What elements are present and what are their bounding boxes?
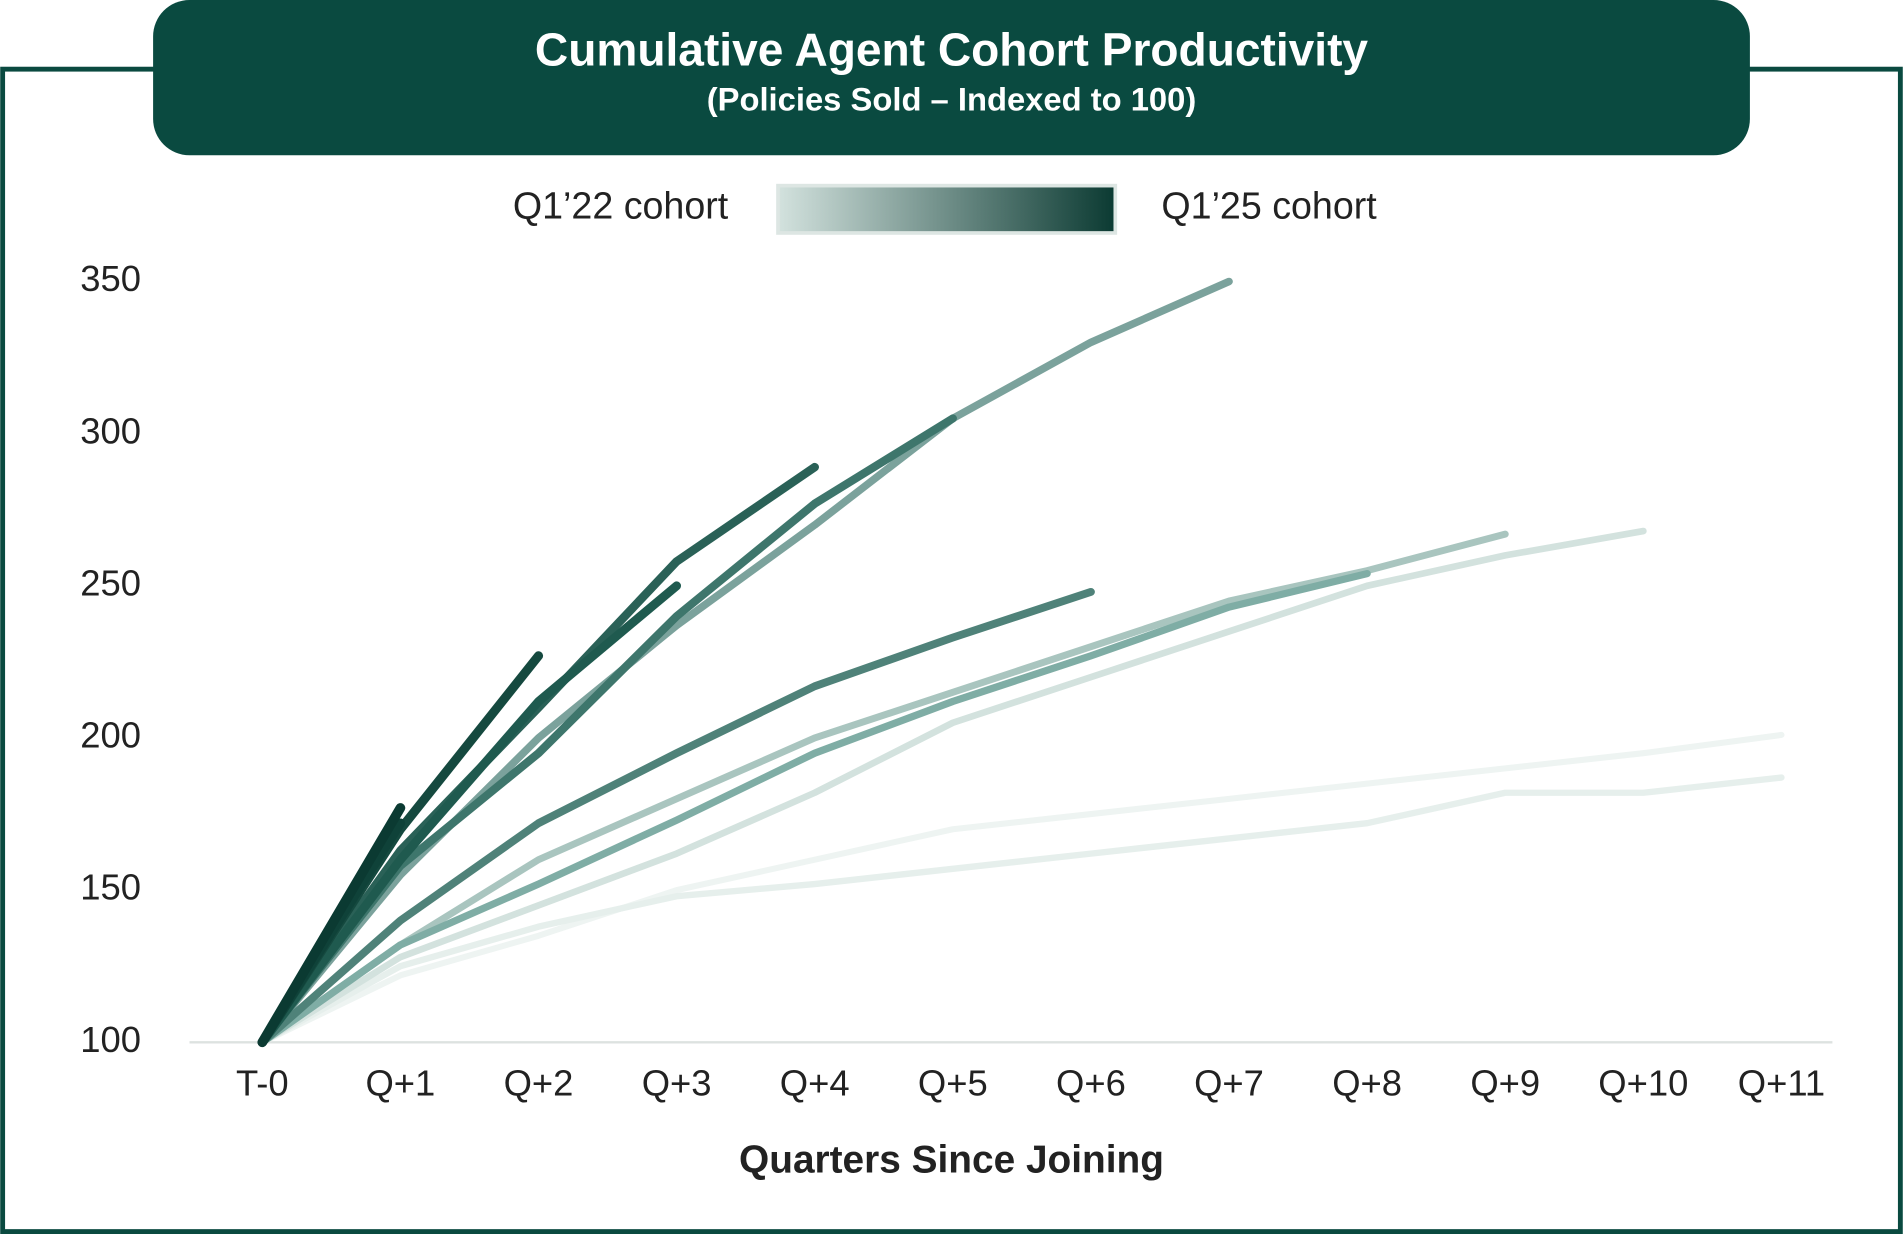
x-tick-label: Q+4: [780, 1063, 850, 1104]
series-line: [258, 587, 1095, 1047]
x-tick-label: T-0: [236, 1063, 289, 1104]
x-tick-label: Q+10: [1598, 1063, 1688, 1104]
chart-subtitle: (Policies Sold – Indexed to 100): [707, 81, 1197, 118]
y-tick-label: 300: [80, 410, 141, 451]
frame: [0, 66, 1903, 1234]
x-tick-label: Q+9: [1470, 1063, 1540, 1104]
series-line: [258, 570, 1371, 1046]
legend-gradient: [776, 183, 1118, 235]
x-tick-label: Q+5: [918, 1063, 988, 1104]
series-line: [258, 530, 1509, 1046]
y-tick-label: 350: [80, 258, 141, 299]
y-tick-label: 250: [80, 562, 141, 603]
series-line: [257, 581, 682, 1047]
x-tick-label: Q+1: [366, 1063, 436, 1104]
series-line: [257, 803, 406, 1048]
x-tick-label: Q+3: [642, 1063, 712, 1104]
x-tick-label: Q+7: [1194, 1063, 1264, 1104]
series-line: [259, 731, 1785, 1046]
y-tick-label: 100: [80, 1019, 141, 1060]
legend-end-label: Q1’25 cohort: [1161, 185, 1377, 227]
x-tick-label: Q+11: [1738, 1063, 1825, 1104]
x-tick-label: Q+8: [1332, 1063, 1402, 1104]
y-tick-label: 200: [80, 715, 141, 756]
title-box: [153, 0, 1750, 156]
x-tick-label: Q+6: [1056, 1063, 1126, 1104]
x-axis-label: Quarters Since Joining: [739, 1139, 1164, 1182]
x-tick-label: Q+2: [504, 1063, 574, 1104]
series-line: [259, 774, 1785, 1046]
y-tick-label: 150: [80, 867, 141, 908]
chart-title: Cumulative Agent Cohort Productivity: [535, 24, 1369, 76]
legend-start-label: Q1’22 cohort: [513, 185, 729, 227]
series-line: [258, 527, 1647, 1046]
